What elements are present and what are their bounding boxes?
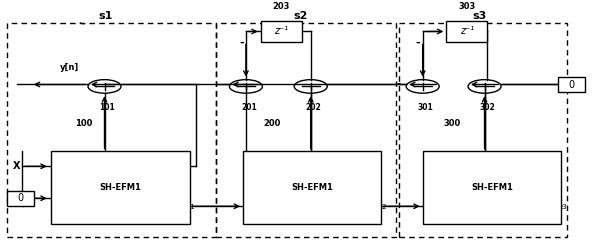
- Text: x21: x21: [258, 168, 271, 174]
- Text: 101: 101: [99, 103, 115, 112]
- FancyBboxPatch shape: [260, 21, 302, 42]
- Text: z⁻¹: z⁻¹: [460, 26, 474, 36]
- FancyBboxPatch shape: [7, 190, 34, 206]
- Text: SH-EFM1: SH-EFM1: [291, 183, 333, 192]
- Text: x12: x12: [66, 204, 79, 210]
- Text: x31: x31: [437, 168, 451, 174]
- Text: y[n]: y[n]: [60, 63, 79, 72]
- Text: 303: 303: [458, 2, 475, 12]
- Text: 200: 200: [264, 118, 281, 128]
- Text: e2: e2: [378, 204, 387, 210]
- Text: y¹: y¹: [165, 176, 172, 183]
- Text: -: -: [239, 38, 243, 48]
- Text: 302: 302: [480, 103, 496, 112]
- Text: 300: 300: [443, 118, 461, 128]
- Text: x32: x32: [437, 204, 451, 210]
- FancyBboxPatch shape: [243, 150, 381, 224]
- Text: SH-EFM1: SH-EFM1: [100, 183, 141, 192]
- FancyBboxPatch shape: [423, 150, 561, 224]
- Text: -: -: [416, 38, 420, 48]
- Text: s1: s1: [99, 11, 113, 21]
- Text: 203: 203: [272, 2, 290, 12]
- FancyBboxPatch shape: [558, 77, 585, 92]
- Text: 0: 0: [568, 80, 574, 90]
- Text: s3: s3: [473, 11, 487, 21]
- Text: -: -: [396, 79, 400, 89]
- Text: SH-EFM1: SH-EFM1: [471, 183, 513, 192]
- Text: 0: 0: [18, 194, 24, 203]
- Text: y³: y³: [536, 176, 543, 183]
- Text: 201: 201: [241, 103, 257, 112]
- Text: 301: 301: [418, 103, 433, 112]
- Text: e3: e3: [558, 204, 567, 210]
- Text: x22: x22: [258, 204, 271, 210]
- FancyBboxPatch shape: [52, 150, 190, 224]
- Text: x11: x11: [66, 168, 79, 174]
- Text: s2: s2: [293, 11, 307, 21]
- Text: 202: 202: [306, 103, 321, 112]
- FancyBboxPatch shape: [446, 21, 487, 42]
- Text: e1: e1: [187, 204, 196, 210]
- Text: X: X: [12, 161, 20, 171]
- Text: 100: 100: [75, 118, 92, 128]
- Text: y²: y²: [357, 176, 363, 183]
- Text: z⁻¹: z⁻¹: [274, 26, 288, 36]
